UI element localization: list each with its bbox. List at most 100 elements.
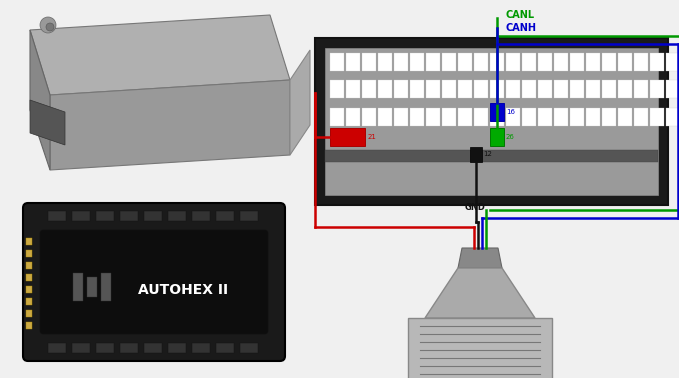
Bar (666, 53, 679, 71)
Bar (490, 53, 504, 71)
Bar (87, 277, 97, 297)
Bar (240, 211, 258, 221)
Bar (602, 80, 616, 98)
Polygon shape (30, 30, 50, 170)
Bar (538, 80, 552, 98)
Polygon shape (425, 268, 535, 318)
Bar (506, 108, 520, 126)
Bar (426, 53, 440, 71)
Polygon shape (30, 15, 290, 95)
Bar (474, 53, 488, 71)
Bar (378, 53, 392, 71)
Bar (408, 318, 552, 378)
Bar (101, 273, 111, 301)
Bar (410, 108, 424, 126)
Bar (26, 310, 32, 317)
Bar (554, 80, 568, 98)
Bar (426, 80, 440, 98)
Bar (470, 147, 482, 162)
Bar (474, 108, 488, 126)
Bar (522, 80, 536, 98)
Bar (72, 211, 90, 221)
Bar (26, 262, 32, 269)
Bar (586, 80, 600, 98)
Bar (442, 80, 456, 98)
Bar (506, 53, 520, 71)
Bar (362, 108, 376, 126)
Text: 16: 16 (506, 109, 515, 115)
Bar (538, 53, 552, 71)
Bar (144, 211, 162, 221)
Bar (554, 53, 568, 71)
Bar (325, 150, 658, 162)
Bar (634, 53, 648, 71)
Bar (26, 250, 32, 257)
Bar (330, 108, 344, 126)
Bar (120, 343, 138, 353)
Text: CANH: CANH (505, 23, 536, 33)
Bar (96, 211, 114, 221)
Bar (506, 80, 520, 98)
Bar (650, 53, 664, 71)
Bar (216, 211, 234, 221)
Bar (618, 80, 632, 98)
Bar (490, 128, 504, 146)
Bar (325, 48, 658, 195)
Bar (330, 128, 365, 146)
Text: AUTOHEX II: AUTOHEX II (138, 283, 228, 297)
Bar (490, 103, 504, 121)
Bar (570, 80, 584, 98)
Bar (315, 38, 668, 205)
Polygon shape (290, 50, 310, 155)
Bar (410, 53, 424, 71)
Bar (394, 108, 408, 126)
Bar (602, 53, 616, 71)
Polygon shape (50, 80, 290, 170)
Bar (26, 238, 32, 245)
Bar (72, 343, 90, 353)
Bar (330, 53, 344, 71)
Bar (378, 108, 392, 126)
Bar (346, 108, 360, 126)
Bar (602, 108, 616, 126)
Bar (666, 80, 679, 98)
Bar (538, 108, 552, 126)
Bar (26, 298, 32, 305)
Bar (666, 108, 679, 126)
FancyBboxPatch shape (40, 230, 268, 334)
Bar (168, 211, 186, 221)
Polygon shape (30, 100, 65, 145)
FancyBboxPatch shape (23, 203, 285, 361)
Bar (26, 274, 32, 281)
Bar (586, 53, 600, 71)
Text: 12: 12 (483, 151, 492, 157)
Bar (330, 80, 344, 98)
Bar (634, 80, 648, 98)
Bar (26, 322, 32, 329)
Bar (618, 108, 632, 126)
Bar (240, 343, 258, 353)
Bar (48, 211, 66, 221)
Bar (474, 80, 488, 98)
Bar (346, 80, 360, 98)
Bar (378, 80, 392, 98)
Bar (144, 343, 162, 353)
Text: CANL: CANL (505, 10, 534, 20)
Bar (522, 108, 536, 126)
Bar (570, 53, 584, 71)
Bar (458, 53, 472, 71)
Bar (410, 80, 424, 98)
Bar (73, 273, 83, 301)
Bar (522, 53, 536, 71)
Bar (394, 80, 408, 98)
Bar (48, 343, 66, 353)
Bar (586, 108, 600, 126)
Bar (490, 80, 504, 98)
Text: 26: 26 (506, 134, 515, 140)
Bar (650, 108, 664, 126)
Bar (634, 108, 648, 126)
Bar (442, 53, 456, 71)
Circle shape (40, 17, 56, 33)
Bar (192, 343, 210, 353)
Bar (650, 80, 664, 98)
